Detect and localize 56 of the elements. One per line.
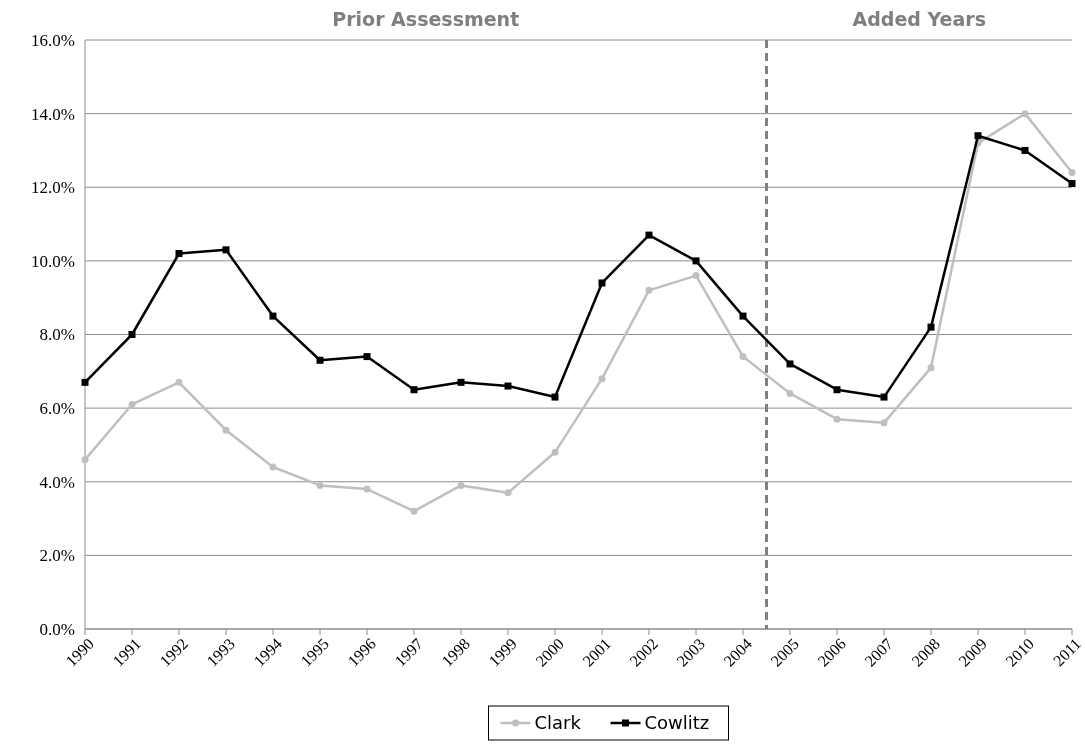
point xyxy=(81,456,89,464)
point xyxy=(1068,169,1076,177)
point xyxy=(363,485,371,493)
point xyxy=(504,382,512,390)
point xyxy=(645,231,653,239)
point xyxy=(316,481,324,489)
point xyxy=(175,378,183,386)
point xyxy=(457,378,465,386)
point xyxy=(128,400,136,408)
point xyxy=(1021,146,1029,154)
point xyxy=(222,426,230,434)
point xyxy=(739,353,747,361)
y-tick-label: 16.0% xyxy=(31,30,75,50)
point xyxy=(175,250,183,258)
point xyxy=(739,312,747,320)
point xyxy=(645,286,653,294)
y-tick-label: 2.0% xyxy=(39,546,75,566)
point xyxy=(410,507,418,515)
y-tick-label: 4.0% xyxy=(39,472,75,492)
point xyxy=(927,323,935,331)
legend-label: Cowlitz xyxy=(644,712,710,734)
point xyxy=(269,463,277,471)
point xyxy=(927,364,935,372)
point xyxy=(880,393,888,401)
point xyxy=(833,415,841,423)
y-tick-label: 6.0% xyxy=(39,399,75,419)
y-tick-label: 10.0% xyxy=(31,251,75,271)
legend-label: Clark xyxy=(534,712,582,734)
text: Added Years xyxy=(852,8,986,30)
y-tick-label: 0.0% xyxy=(39,619,75,639)
point xyxy=(316,356,324,364)
point xyxy=(269,312,277,320)
point xyxy=(1068,180,1076,188)
point xyxy=(410,386,418,394)
y-tick-label: 14.0% xyxy=(31,104,75,124)
point xyxy=(692,272,700,280)
point xyxy=(974,132,982,140)
point xyxy=(222,246,230,254)
point xyxy=(786,360,794,368)
point xyxy=(551,393,559,401)
point xyxy=(786,389,794,397)
point xyxy=(598,375,606,383)
point xyxy=(457,481,465,489)
point xyxy=(1021,110,1029,118)
text: Prior Assessment xyxy=(332,8,520,30)
point xyxy=(128,331,136,338)
point xyxy=(880,419,888,427)
point xyxy=(692,257,700,265)
point xyxy=(504,489,512,497)
point xyxy=(598,279,606,287)
point xyxy=(363,353,371,361)
y-tick-label: 8.0% xyxy=(39,325,75,345)
point xyxy=(833,386,841,394)
point xyxy=(551,448,559,456)
y-tick-label: 12.0% xyxy=(31,178,75,198)
point xyxy=(81,378,89,386)
